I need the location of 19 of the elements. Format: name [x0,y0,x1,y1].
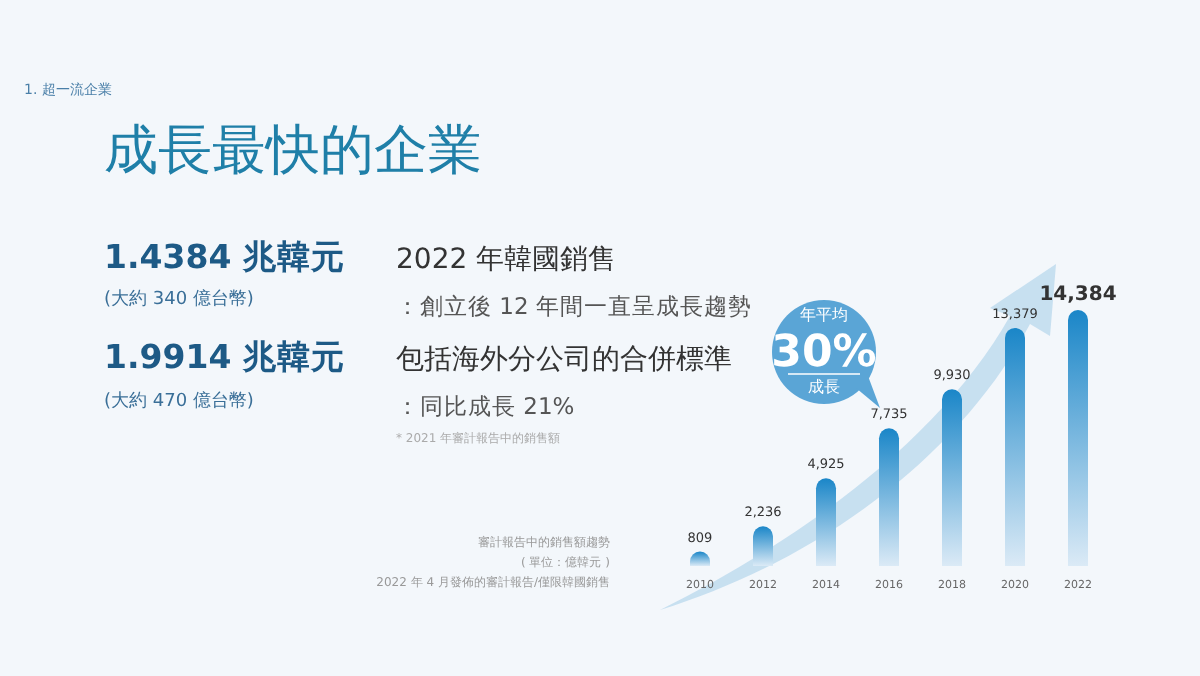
text: 1.9914 兆韓元 [104,338,345,376]
annotation: 年平均 [800,306,848,324]
annotation: 成長 [808,378,840,396]
bar [879,428,899,566]
text: 2022 年韓國銷售 [396,244,617,276]
annotation: 包括海外分公司的合併標準 [396,344,732,376]
bar [1068,310,1088,566]
bar [942,389,962,566]
chart-title: 成長最快的企業 [104,120,482,182]
text: (大約 470 億台幣) [104,390,254,412]
text: (大約 340 億台幣) [104,288,254,310]
bar [1005,327,1025,566]
text: ：同比成長 21% [396,392,575,420]
data-label: 14,384 [1039,284,1117,306]
annotation: ：創立後 12 年間一直呈成長趨勢 [396,292,752,320]
text: 1.4384 兆韓元 [104,238,345,276]
annotation: 30% [771,328,877,378]
bar [753,526,773,566]
bar [816,478,836,566]
